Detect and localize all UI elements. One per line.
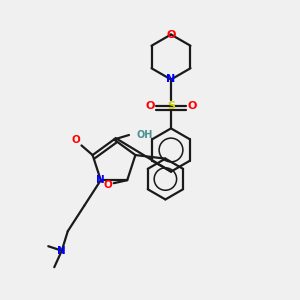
Text: O: O — [103, 180, 112, 190]
Text: O: O — [145, 101, 155, 112]
Text: N: N — [57, 246, 66, 256]
Text: O: O — [72, 135, 80, 145]
Text: S: S — [167, 101, 175, 112]
Text: N: N — [167, 74, 176, 85]
Text: OH: OH — [136, 130, 153, 140]
Text: N: N — [96, 175, 105, 185]
Text: O: O — [166, 29, 176, 40]
Text: O: O — [187, 101, 197, 112]
